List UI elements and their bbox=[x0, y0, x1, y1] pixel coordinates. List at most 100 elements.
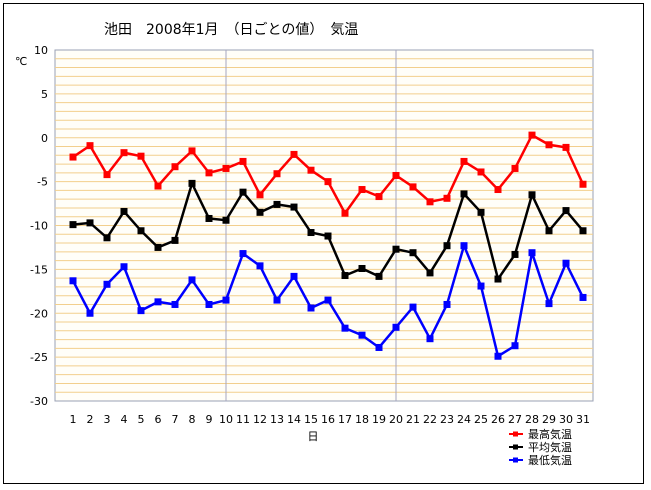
x-tick-label: 1 bbox=[70, 413, 77, 426]
x-tick-label: 28 bbox=[525, 413, 539, 426]
data-point bbox=[409, 249, 417, 257]
data-point bbox=[86, 309, 94, 317]
data-point bbox=[392, 171, 400, 179]
data-point bbox=[324, 296, 332, 304]
data-point bbox=[137, 307, 145, 315]
data-point bbox=[103, 234, 111, 242]
data-point bbox=[579, 180, 587, 188]
x-tick-label: 6 bbox=[155, 413, 162, 426]
legend-label: 平均気温 bbox=[528, 440, 572, 454]
y-tick-label: 10 bbox=[34, 44, 48, 57]
y-tick-label: -10 bbox=[30, 220, 48, 233]
series-3 bbox=[69, 241, 587, 360]
data-point bbox=[290, 203, 298, 211]
data-point bbox=[205, 214, 213, 222]
data-point bbox=[562, 259, 570, 267]
data-point bbox=[545, 227, 553, 235]
data-point bbox=[69, 221, 77, 229]
data-point bbox=[137, 227, 145, 235]
data-point bbox=[120, 263, 128, 271]
data-point bbox=[511, 342, 519, 350]
data-point bbox=[443, 242, 451, 250]
x-tick-label: 30 bbox=[559, 413, 573, 426]
x-tick-label: 21 bbox=[406, 413, 420, 426]
data-point bbox=[188, 276, 196, 284]
data-point bbox=[409, 183, 417, 191]
y-tick-label: 0 bbox=[41, 132, 48, 145]
x-tick-label: 10 bbox=[219, 413, 233, 426]
data-point bbox=[426, 269, 434, 277]
data-point bbox=[307, 304, 315, 312]
data-point bbox=[426, 335, 434, 343]
data-point bbox=[392, 323, 400, 331]
x-tick-label: 27 bbox=[508, 413, 522, 426]
data-point bbox=[290, 272, 298, 280]
data-point bbox=[477, 282, 485, 290]
data-point bbox=[528, 249, 536, 257]
data-point bbox=[443, 300, 451, 308]
data-point bbox=[307, 166, 315, 174]
data-point bbox=[460, 190, 468, 198]
x-tick-label: 3 bbox=[104, 413, 111, 426]
x-tick-label: 4 bbox=[121, 413, 128, 426]
data-point bbox=[120, 207, 128, 215]
y-tick-label: -20 bbox=[30, 307, 48, 320]
data-point bbox=[494, 186, 502, 194]
x-tick-label: 18 bbox=[355, 413, 369, 426]
data-point bbox=[358, 331, 366, 339]
x-tick-label: 12 bbox=[253, 413, 267, 426]
data-point bbox=[341, 324, 349, 332]
x-tick-label: 2 bbox=[87, 413, 94, 426]
data-point bbox=[358, 264, 366, 272]
data-point bbox=[290, 150, 298, 158]
y-tick-label: -25 bbox=[30, 351, 48, 364]
y-tick-label: 5 bbox=[41, 88, 48, 101]
y-tick-label: -30 bbox=[30, 395, 48, 408]
grid-lines bbox=[55, 50, 593, 401]
data-point bbox=[256, 191, 264, 199]
data-point bbox=[477, 208, 485, 216]
data-point bbox=[239, 157, 247, 165]
legend-label: 最高気温 bbox=[528, 427, 572, 441]
data-point bbox=[426, 198, 434, 206]
data-point bbox=[205, 169, 213, 177]
data-point bbox=[205, 300, 213, 308]
x-tick-label: 7 bbox=[172, 413, 179, 426]
legend-item: 平均気温 bbox=[509, 440, 572, 454]
data-point bbox=[154, 182, 162, 190]
legend-item: 最低気温 bbox=[509, 453, 572, 467]
data-point bbox=[103, 280, 111, 288]
data-point bbox=[324, 178, 332, 186]
legend-swatch-marker bbox=[513, 431, 518, 437]
data-point bbox=[86, 219, 94, 227]
data-point bbox=[307, 229, 315, 237]
data-point bbox=[477, 168, 485, 176]
data-point bbox=[392, 245, 400, 253]
x-tick-label: 24 bbox=[457, 413, 471, 426]
data-point bbox=[545, 300, 553, 308]
x-tick-label: 31 bbox=[576, 413, 590, 426]
legend-item: 最高気温 bbox=[509, 427, 572, 441]
data-point bbox=[375, 343, 383, 351]
data-point bbox=[443, 194, 451, 202]
y-axis-ticks: 10 5 0 -5 -10 -15 -20 -25 -30 bbox=[30, 44, 48, 408]
data-point bbox=[324, 232, 332, 240]
data-point bbox=[86, 142, 94, 150]
data-point bbox=[273, 296, 281, 304]
data-point bbox=[358, 186, 366, 194]
series-layer bbox=[69, 131, 587, 360]
x-tick-label: 20 bbox=[389, 413, 403, 426]
x-tick-label: 16 bbox=[321, 413, 335, 426]
data-point bbox=[188, 147, 196, 155]
x-axis-label: 日 bbox=[308, 430, 319, 443]
x-tick-label: 29 bbox=[542, 413, 556, 426]
data-point bbox=[375, 193, 383, 201]
data-point bbox=[341, 209, 349, 217]
data-point bbox=[273, 170, 281, 178]
y-axis-unit-label: ℃ bbox=[15, 55, 27, 68]
x-tick-label: 19 bbox=[372, 413, 386, 426]
x-tick-label: 13 bbox=[270, 413, 284, 426]
data-point bbox=[494, 352, 502, 360]
data-point bbox=[528, 131, 536, 139]
